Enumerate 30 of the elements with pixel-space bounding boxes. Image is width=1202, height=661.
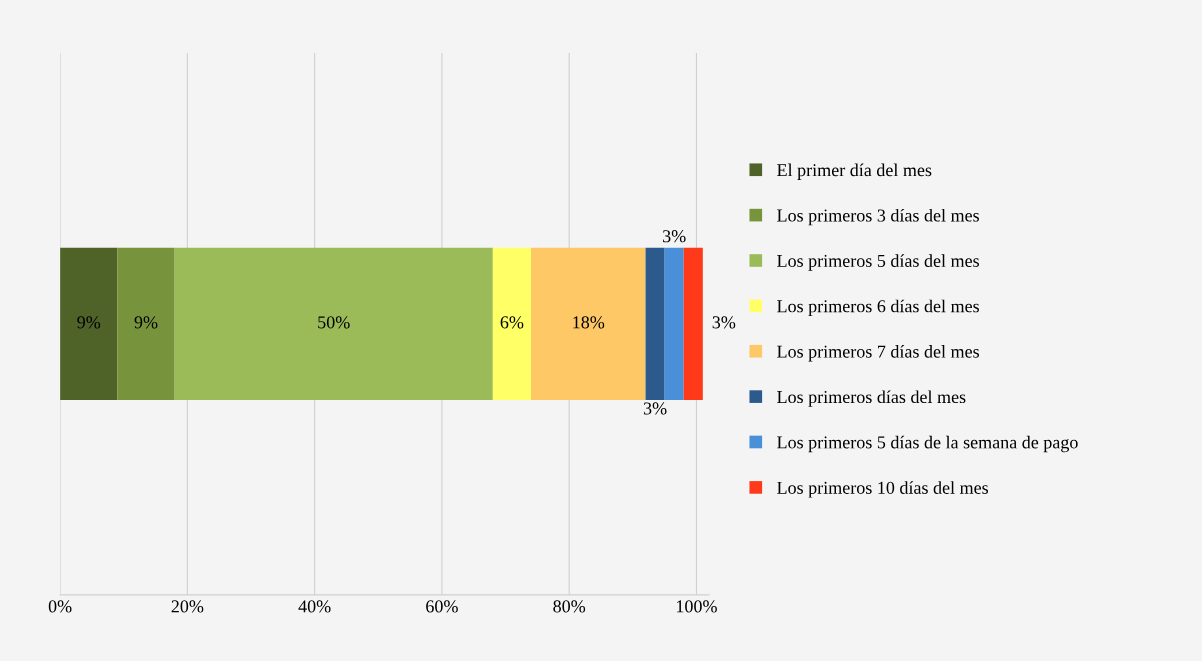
x-tick-label: 40% <box>298 600 331 613</box>
legend-label: El primer día del mes <box>777 163 932 180</box>
bar <box>531 247 646 401</box>
data-label: 9% <box>77 316 101 329</box>
bar <box>683 247 703 401</box>
data-label: 18% <box>573 316 605 329</box>
bar <box>117 247 175 401</box>
data-label: 3% <box>712 316 736 329</box>
data-label: 50% <box>318 316 350 329</box>
legend-label: Los primeros 6 días del mes <box>777 299 979 317</box>
bar <box>174 247 493 401</box>
bar <box>645 247 665 401</box>
x-tick-label: 60% <box>426 600 458 613</box>
legend-label: Los primeros días del mes <box>777 390 966 407</box>
bar <box>664 247 684 401</box>
data-label: 6% <box>500 316 524 329</box>
data-label: 9% <box>134 316 158 329</box>
x-tick-label: 0% <box>48 600 72 613</box>
data-label: 3% <box>663 230 686 243</box>
legend-label: Los primeros 7 días del mes <box>777 345 979 362</box>
x-tick-label: 20% <box>171 600 204 613</box>
legend-label: Los primeros 3 días del mes <box>777 208 979 226</box>
legend-label: Los primeros 5 días del mes <box>777 254 979 271</box>
bar <box>60 247 118 401</box>
legend-label: Los primeros 10 días del mes <box>777 481 989 498</box>
x-tick-label: 80% <box>553 600 586 613</box>
bar <box>492 247 531 401</box>
legend-label: Los primeros 5 días de la semana de pago <box>777 435 1078 453</box>
x-tick-label: 100% <box>676 600 717 613</box>
data-label: 3% <box>643 402 667 415</box>
